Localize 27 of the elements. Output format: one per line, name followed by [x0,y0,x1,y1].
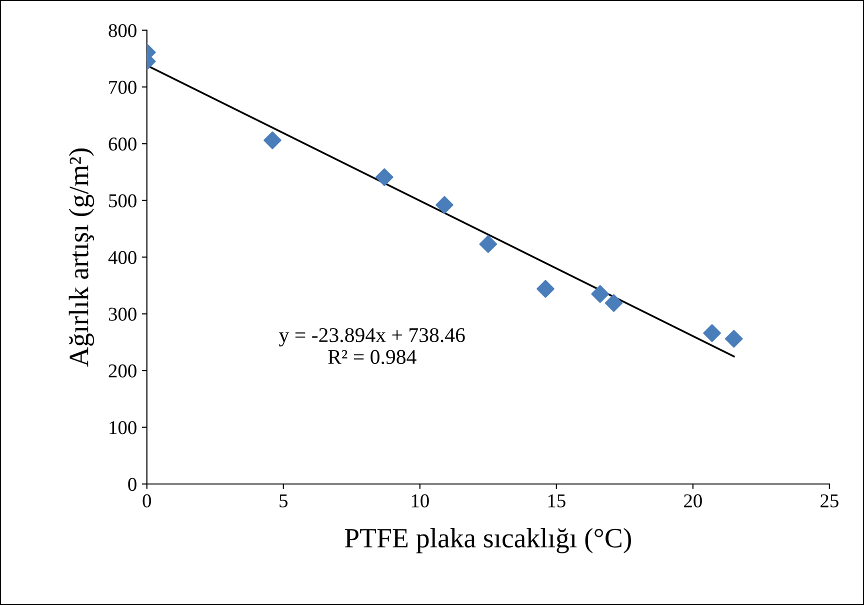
point [264,131,282,150]
point [591,285,610,303]
x-tick-label: 15 [548,494,566,508]
y-tick-label: 600 [108,138,136,151]
x-tick-label: 10 [412,494,429,508]
point [604,294,623,312]
y-tick-label: 100 [110,421,136,434]
x-tick-label: 0 [142,494,151,508]
y-tick-label: 500 [109,194,136,208]
point [703,324,721,342]
y-tick-label: 800 [108,24,136,38]
y-tick-label: 700 [109,80,136,94]
y-axis-title: Ağırlık artışı (g/m²) [68,148,94,367]
point [376,168,394,186]
y-tick-label: 0 [128,478,136,491]
x-tick-label: 20 [684,494,702,508]
y-tick-label: 400 [108,250,136,264]
y-tick-label: 200 [108,364,136,378]
x-tick-label: 5 [280,494,288,508]
point [724,330,743,348]
annotation: y = -23.894x + 738.46 R² = 0.984 [279,328,465,364]
y-tick-label: 300 [108,308,136,321]
point [479,235,498,253]
x-tick-label: 25 [820,494,838,508]
point [436,196,454,214]
x-axis-title: PTFE plaka sıcaklığı (°C) [344,528,631,554]
point [536,280,554,298]
